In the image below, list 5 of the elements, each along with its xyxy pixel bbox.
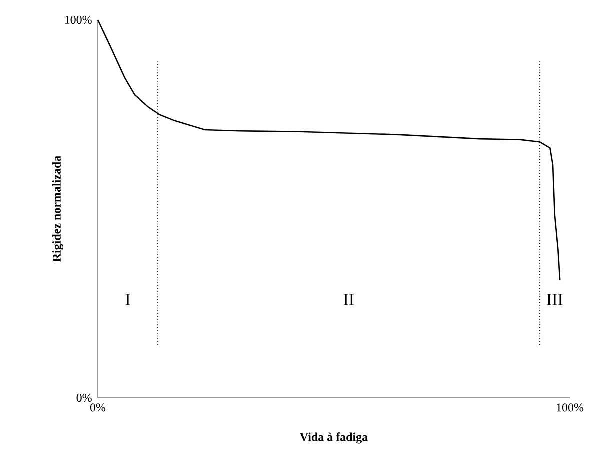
annotation: I <box>126 294 130 306</box>
annotation: II <box>344 294 354 306</box>
x-axis-title: Vida à fadiga <box>300 432 368 444</box>
annotation: III <box>547 294 563 306</box>
y-axis-title: Rigidez normalizada <box>52 156 64 262</box>
